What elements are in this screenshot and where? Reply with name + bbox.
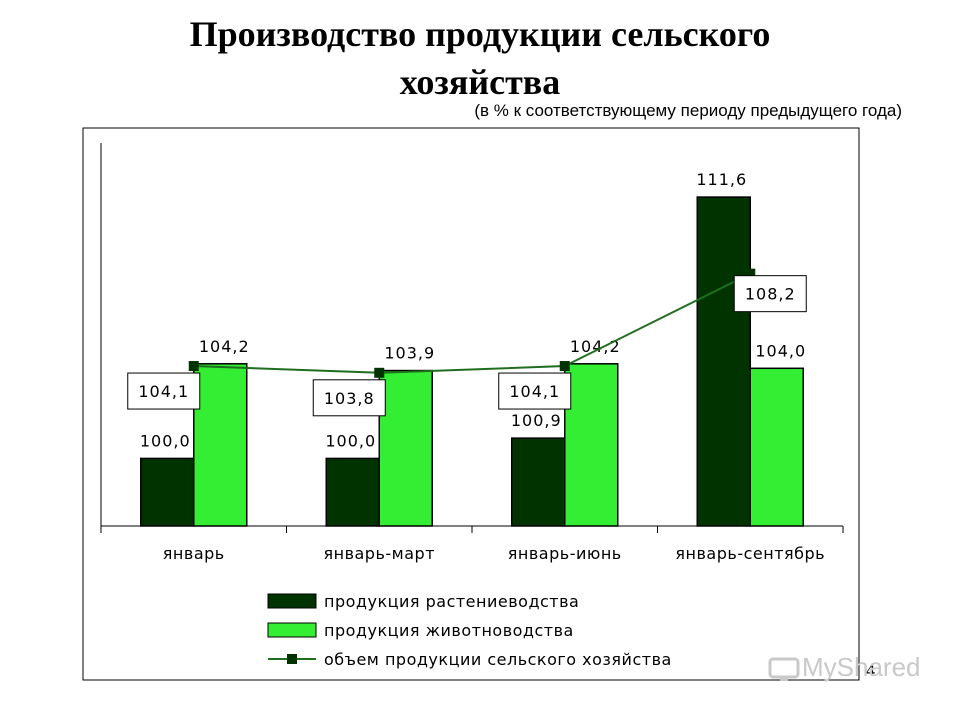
data-label: 100,0 bbox=[140, 431, 191, 450]
x-tick-label: январь-сентябрь bbox=[675, 544, 825, 563]
bar bbox=[193, 363, 248, 527]
line-marker bbox=[745, 268, 756, 279]
bar bbox=[378, 369, 433, 527]
line-marker bbox=[559, 361, 570, 372]
line-label: 108,2 bbox=[745, 285, 796, 304]
series-line bbox=[193, 272, 751, 374]
legend: продукция растениеводства продукция живот… bbox=[267, 592, 672, 669]
watermark-text: MyShared bbox=[802, 652, 921, 682]
bar bbox=[140, 457, 195, 527]
bar bbox=[511, 437, 566, 527]
line-marker bbox=[188, 361, 199, 372]
data-label: 104,0 bbox=[755, 341, 806, 360]
data-label: 103,9 bbox=[384, 344, 435, 363]
line-label: 103,8 bbox=[324, 389, 375, 408]
legend-label: объем продукции сельского хозяйства bbox=[324, 650, 672, 669]
page-number: 4 bbox=[866, 660, 875, 680]
data-label: 104,2 bbox=[570, 337, 621, 356]
data-label: 100,9 bbox=[511, 411, 562, 430]
watermark: MyShared bbox=[768, 652, 921, 683]
legend-swatch bbox=[267, 622, 317, 638]
x-tick-label: январь bbox=[163, 544, 225, 563]
chart-subtitle: (в % к соответствующему периоду предыдущ… bbox=[474, 101, 902, 120]
legend-marker bbox=[287, 654, 297, 664]
legend-label: продукция растениеводства bbox=[324, 592, 579, 611]
line-marker bbox=[374, 367, 385, 378]
line-label-box bbox=[498, 372, 572, 410]
line-label: 104,1 bbox=[138, 382, 189, 401]
line-label: 104,1 bbox=[509, 382, 560, 401]
title-line-1: Производство продукции сельского bbox=[189, 14, 771, 54]
x-tick-label: январь-июнь bbox=[508, 544, 622, 563]
bar bbox=[325, 457, 380, 527]
legend-swatch bbox=[267, 593, 317, 609]
bar bbox=[749, 367, 804, 527]
line-label-box bbox=[127, 372, 201, 410]
data-label: 111,6 bbox=[696, 170, 747, 189]
data-label: 104,2 bbox=[199, 337, 250, 356]
line-label-box bbox=[312, 379, 386, 417]
title-line-2: хозяйства bbox=[399, 62, 561, 102]
x-tick-label: январь-март bbox=[323, 544, 435, 563]
watermark-logo-icon bbox=[768, 657, 800, 682]
legend-label: продукция животноводства bbox=[324, 621, 574, 640]
data-label: 100,0 bbox=[325, 431, 376, 450]
plot-area: 100,0 104,2 январь 100,0 103,9 январь-март 100… bbox=[100, 143, 844, 563]
chart-title: Производство продукции сельского хозяйст… bbox=[0, 10, 960, 106]
bar bbox=[696, 196, 751, 527]
bar bbox=[564, 363, 619, 527]
line-label-box bbox=[733, 275, 807, 313]
